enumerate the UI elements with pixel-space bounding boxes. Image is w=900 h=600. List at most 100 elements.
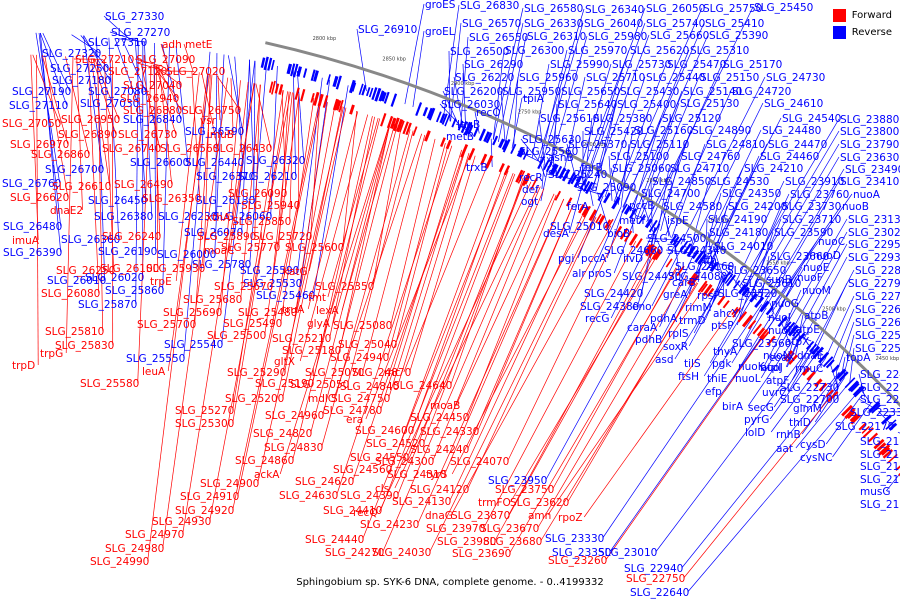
label-connector <box>815 282 848 351</box>
gene-label: SLG_23760 <box>790 189 849 201</box>
label-connector <box>35 32 61 184</box>
label-connector <box>409 155 476 373</box>
gene-label: SLG_23870 <box>451 510 510 522</box>
gene-feature <box>552 164 559 175</box>
gene-feature <box>545 160 553 173</box>
gene-label: SLG_26300 <box>505 45 564 57</box>
gene-feature <box>818 351 830 364</box>
gene-label: SLG_26700 <box>45 164 104 176</box>
gene-feature <box>672 236 680 246</box>
gene-label: SLG_25990 <box>550 59 609 71</box>
gene-label: fmt <box>308 292 326 304</box>
gene-label: nuoE <box>803 262 829 274</box>
gene-label: SLG_24330 <box>420 426 479 438</box>
label-connector <box>341 123 396 311</box>
gene-label: SLG_24890 <box>692 125 751 137</box>
gene-label: SLG_24820 <box>253 428 312 440</box>
label-connector <box>292 118 381 461</box>
gene-feature <box>783 350 793 361</box>
gene-feature <box>435 111 442 123</box>
label-connector <box>182 83 255 535</box>
gene-feature <box>868 401 881 413</box>
label-connector <box>683 395 832 579</box>
gene-label: ferB <box>581 162 603 174</box>
gene-label: SLG_26210 <box>238 171 297 183</box>
gene-label: secG <box>748 402 774 414</box>
label-connector <box>797 243 848 335</box>
label-connector <box>299 114 369 362</box>
label-connector <box>602 304 763 539</box>
gene-label: nuoG <box>771 298 799 310</box>
gene-label: SLG_24380 <box>580 301 639 313</box>
gene-label: SLG_25720 <box>253 231 312 243</box>
gene-feature <box>731 306 739 316</box>
label-connector <box>429 215 595 553</box>
gene-label: atpF <box>766 375 789 387</box>
gene-label: SLG_23630 <box>840 152 899 164</box>
gene-feature <box>565 197 573 207</box>
gene-label: SLG_24720 <box>732 86 791 98</box>
gene-label: SLG_25740 <box>646 18 705 30</box>
gene-label: thyA <box>713 346 738 358</box>
gene-label: SLG_25600 <box>285 242 344 254</box>
label-connector <box>746 292 776 294</box>
gene-feature <box>858 422 867 431</box>
gene-label: trmD <box>679 315 706 327</box>
gene-label: SLG_24010 <box>714 241 773 253</box>
gene-feature <box>717 295 726 306</box>
label-connector <box>108 37 120 240</box>
gene-label: SLG_25590 <box>240 265 299 277</box>
gene-label: SLG_26740 <box>102 143 161 155</box>
label-connector <box>655 345 812 553</box>
label-connector <box>137 64 152 384</box>
gene-label: SLG_22700 <box>780 394 839 406</box>
axis-tick-label: 2850 kbp <box>382 56 406 62</box>
page-title: Sphingobium sp. SYK-6 DNA, complete geno… <box>296 577 604 588</box>
label-connector <box>589 187 594 207</box>
label-connector <box>791 344 811 381</box>
label-connector <box>490 138 493 168</box>
gene-label: SLG_24080 <box>668 271 727 283</box>
gene-label: SLG_25380 <box>593 113 652 125</box>
gene-label: SLG_25640 <box>558 99 617 111</box>
label-connector <box>214 54 225 255</box>
label-connector <box>154 43 157 252</box>
label-connector <box>455 123 468 129</box>
gene-label: SLG_27110 <box>9 100 68 112</box>
label-connector <box>812 269 855 349</box>
gene-label: SLG_25780 <box>192 259 251 271</box>
gene-label: leuA <box>142 366 166 378</box>
gene-feature <box>854 386 865 398</box>
gene-label: SLG_23410 <box>840 176 899 188</box>
gene-label: SLG_24130 <box>392 496 451 508</box>
gene-feature <box>721 271 732 283</box>
gene-feature <box>537 155 546 170</box>
gene-label: recQ <box>353 507 378 519</box>
label-connector <box>281 89 287 194</box>
gene-feature <box>543 159 550 171</box>
gene-label: SLG_23690 <box>452 548 511 560</box>
gene-feature <box>835 368 847 380</box>
gene-label: SLG_24830 <box>264 442 323 454</box>
label-connector <box>36 54 39 366</box>
label-connector <box>279 122 391 475</box>
label-connector <box>712 245 723 274</box>
gene-label: SLG_23620 <box>510 497 569 509</box>
gene-feature <box>651 248 661 261</box>
gene-feature <box>737 311 748 323</box>
gene-label: SLG_22600 <box>855 317 900 329</box>
gene-label: SLG_24900 <box>200 478 259 490</box>
gene-feature <box>426 107 433 119</box>
gene-feature <box>876 442 887 452</box>
gene-label: SLG_25980 <box>588 31 647 43</box>
gene-label: SLG_23710 <box>782 214 841 226</box>
label-connector <box>167 74 210 372</box>
label-connector <box>397 178 525 496</box>
label-connector <box>615 7 703 204</box>
gene-feature <box>368 87 374 98</box>
gene-label: SLG_26050 <box>646 3 705 15</box>
label-connector <box>253 60 256 201</box>
gene-feature <box>510 143 517 155</box>
gene-label: SLG_22330 <box>850 407 900 419</box>
label-connector <box>492 7 524 140</box>
